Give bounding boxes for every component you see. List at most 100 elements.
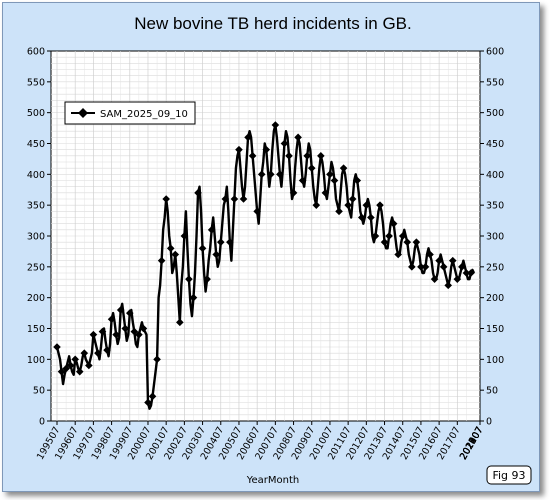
- data-point: [148, 392, 157, 401]
- y-tick-label-left: 450: [27, 139, 45, 150]
- data-point: [426, 250, 434, 259]
- y-tick-label-left: 400: [27, 170, 45, 181]
- chart-title: New bovine TB herd incidents in GB.: [134, 14, 412, 33]
- data-point: [144, 398, 152, 407]
- data-point: [157, 256, 166, 265]
- data-point: [171, 250, 180, 259]
- data-point: [248, 152, 257, 160]
- data-point: [326, 170, 334, 179]
- data-point: [194, 189, 202, 197]
- data-point: [112, 330, 120, 339]
- y-tick-label-left: 100: [27, 355, 45, 366]
- series-sam-2025-09-10: [53, 121, 476, 410]
- data-point: [439, 263, 448, 271]
- y-tick-label-right: 500: [486, 108, 504, 119]
- y-tick-label-right: 150: [486, 324, 504, 335]
- data-point: [85, 361, 93, 370]
- y-tick-label-left: 600: [27, 47, 45, 58]
- legend-marker-swatch: [78, 108, 88, 118]
- data-point: [80, 349, 89, 357]
- data-point: [216, 238, 225, 246]
- data-point: [362, 201, 371, 209]
- y-tick-label-left: 200: [27, 293, 45, 304]
- data-point: [244, 133, 252, 142]
- data-point: [403, 238, 412, 246]
- x-axis: 1995071996071997071998071999072000072001…: [35, 421, 486, 462]
- data-point: [453, 275, 462, 283]
- data-point: [98, 327, 107, 336]
- data-point: [280, 139, 289, 148]
- y-tick-label-right: 200: [486, 293, 504, 304]
- data-point: [330, 176, 339, 185]
- data-point: [271, 121, 280, 129]
- data-point: [235, 145, 243, 154]
- data-point: [276, 170, 284, 179]
- y-tick-label-right: 100: [486, 355, 504, 366]
- figure-label-text: Fig 93: [492, 469, 525, 482]
- y-tick-label-right: 0: [486, 417, 492, 428]
- data-point: [385, 232, 393, 240]
- data-point: [180, 232, 189, 240]
- data-point: [462, 269, 471, 277]
- y-tick-label-left: 50: [33, 386, 45, 397]
- data-point: [262, 145, 271, 154]
- data-point: [62, 364, 70, 373]
- data-point: [367, 213, 375, 222]
- data-point: [135, 330, 143, 339]
- data-point: [371, 232, 380, 240]
- data-point: [348, 195, 357, 203]
- data-point: [162, 195, 170, 203]
- data-point: [75, 367, 84, 376]
- data-point: [335, 207, 343, 216]
- data-point: [458, 263, 466, 271]
- data-point: [430, 275, 439, 283]
- data-point: [389, 219, 398, 228]
- figure-label: Fig 93: [486, 465, 532, 485]
- data-point: [221, 195, 230, 203]
- data-point: [317, 152, 325, 160]
- data-point: [357, 213, 366, 222]
- data-point: [408, 263, 416, 271]
- data-point: [125, 309, 134, 317]
- data-point: [344, 201, 352, 209]
- y-tick-label-right: 250: [486, 262, 504, 273]
- data-point: [189, 293, 198, 302]
- data-point: [412, 238, 421, 246]
- data-point: [321, 189, 330, 197]
- y-tick-label-right: 50: [486, 386, 498, 397]
- y-tick-label-right: 550: [486, 77, 504, 88]
- data-point: [312, 201, 321, 209]
- data-point: [417, 263, 425, 271]
- data-point: [94, 349, 102, 357]
- y-tick-label-left: 350: [27, 201, 45, 212]
- data-point: [121, 324, 130, 333]
- data-point: [139, 324, 148, 333]
- data-point: [116, 306, 125, 314]
- data-point: [398, 232, 407, 240]
- y-tick-label-left: 150: [27, 324, 45, 335]
- data-point: [53, 343, 61, 351]
- data-point: [230, 195, 239, 203]
- y-axis-right: 0 50 100 150 200 250 300 350 400 450 500 550 600: [480, 47, 504, 428]
- chart-frame: New bovine TB herd incidents in GB. 0 50 1…: [2, 2, 540, 492]
- data-point: [212, 250, 221, 259]
- data-point: [444, 281, 453, 290]
- data-point: [185, 275, 193, 283]
- data-point: [353, 176, 362, 185]
- figure-label-box: [486, 465, 532, 485]
- data-point: [448, 256, 457, 265]
- chart-svg: New bovine TB herd incidents in GB. 0 50 1…: [27, 14, 532, 486]
- data-point: [166, 244, 175, 253]
- data-point: [376, 201, 384, 209]
- legend-box: [64, 101, 196, 125]
- y-tick-label-right: 350: [486, 201, 504, 212]
- y-tick-label-left: 0: [39, 417, 45, 428]
- legend: SAM_2025_09_10: [64, 101, 196, 125]
- data-point: [198, 244, 207, 253]
- data-point: [153, 355, 161, 364]
- y-tick-label-right: 400: [486, 170, 504, 181]
- data-point: [467, 269, 475, 277]
- data-point: [57, 367, 66, 376]
- legend-entry-label: SAM_2025_09_10: [100, 109, 188, 120]
- data-point: [207, 226, 216, 234]
